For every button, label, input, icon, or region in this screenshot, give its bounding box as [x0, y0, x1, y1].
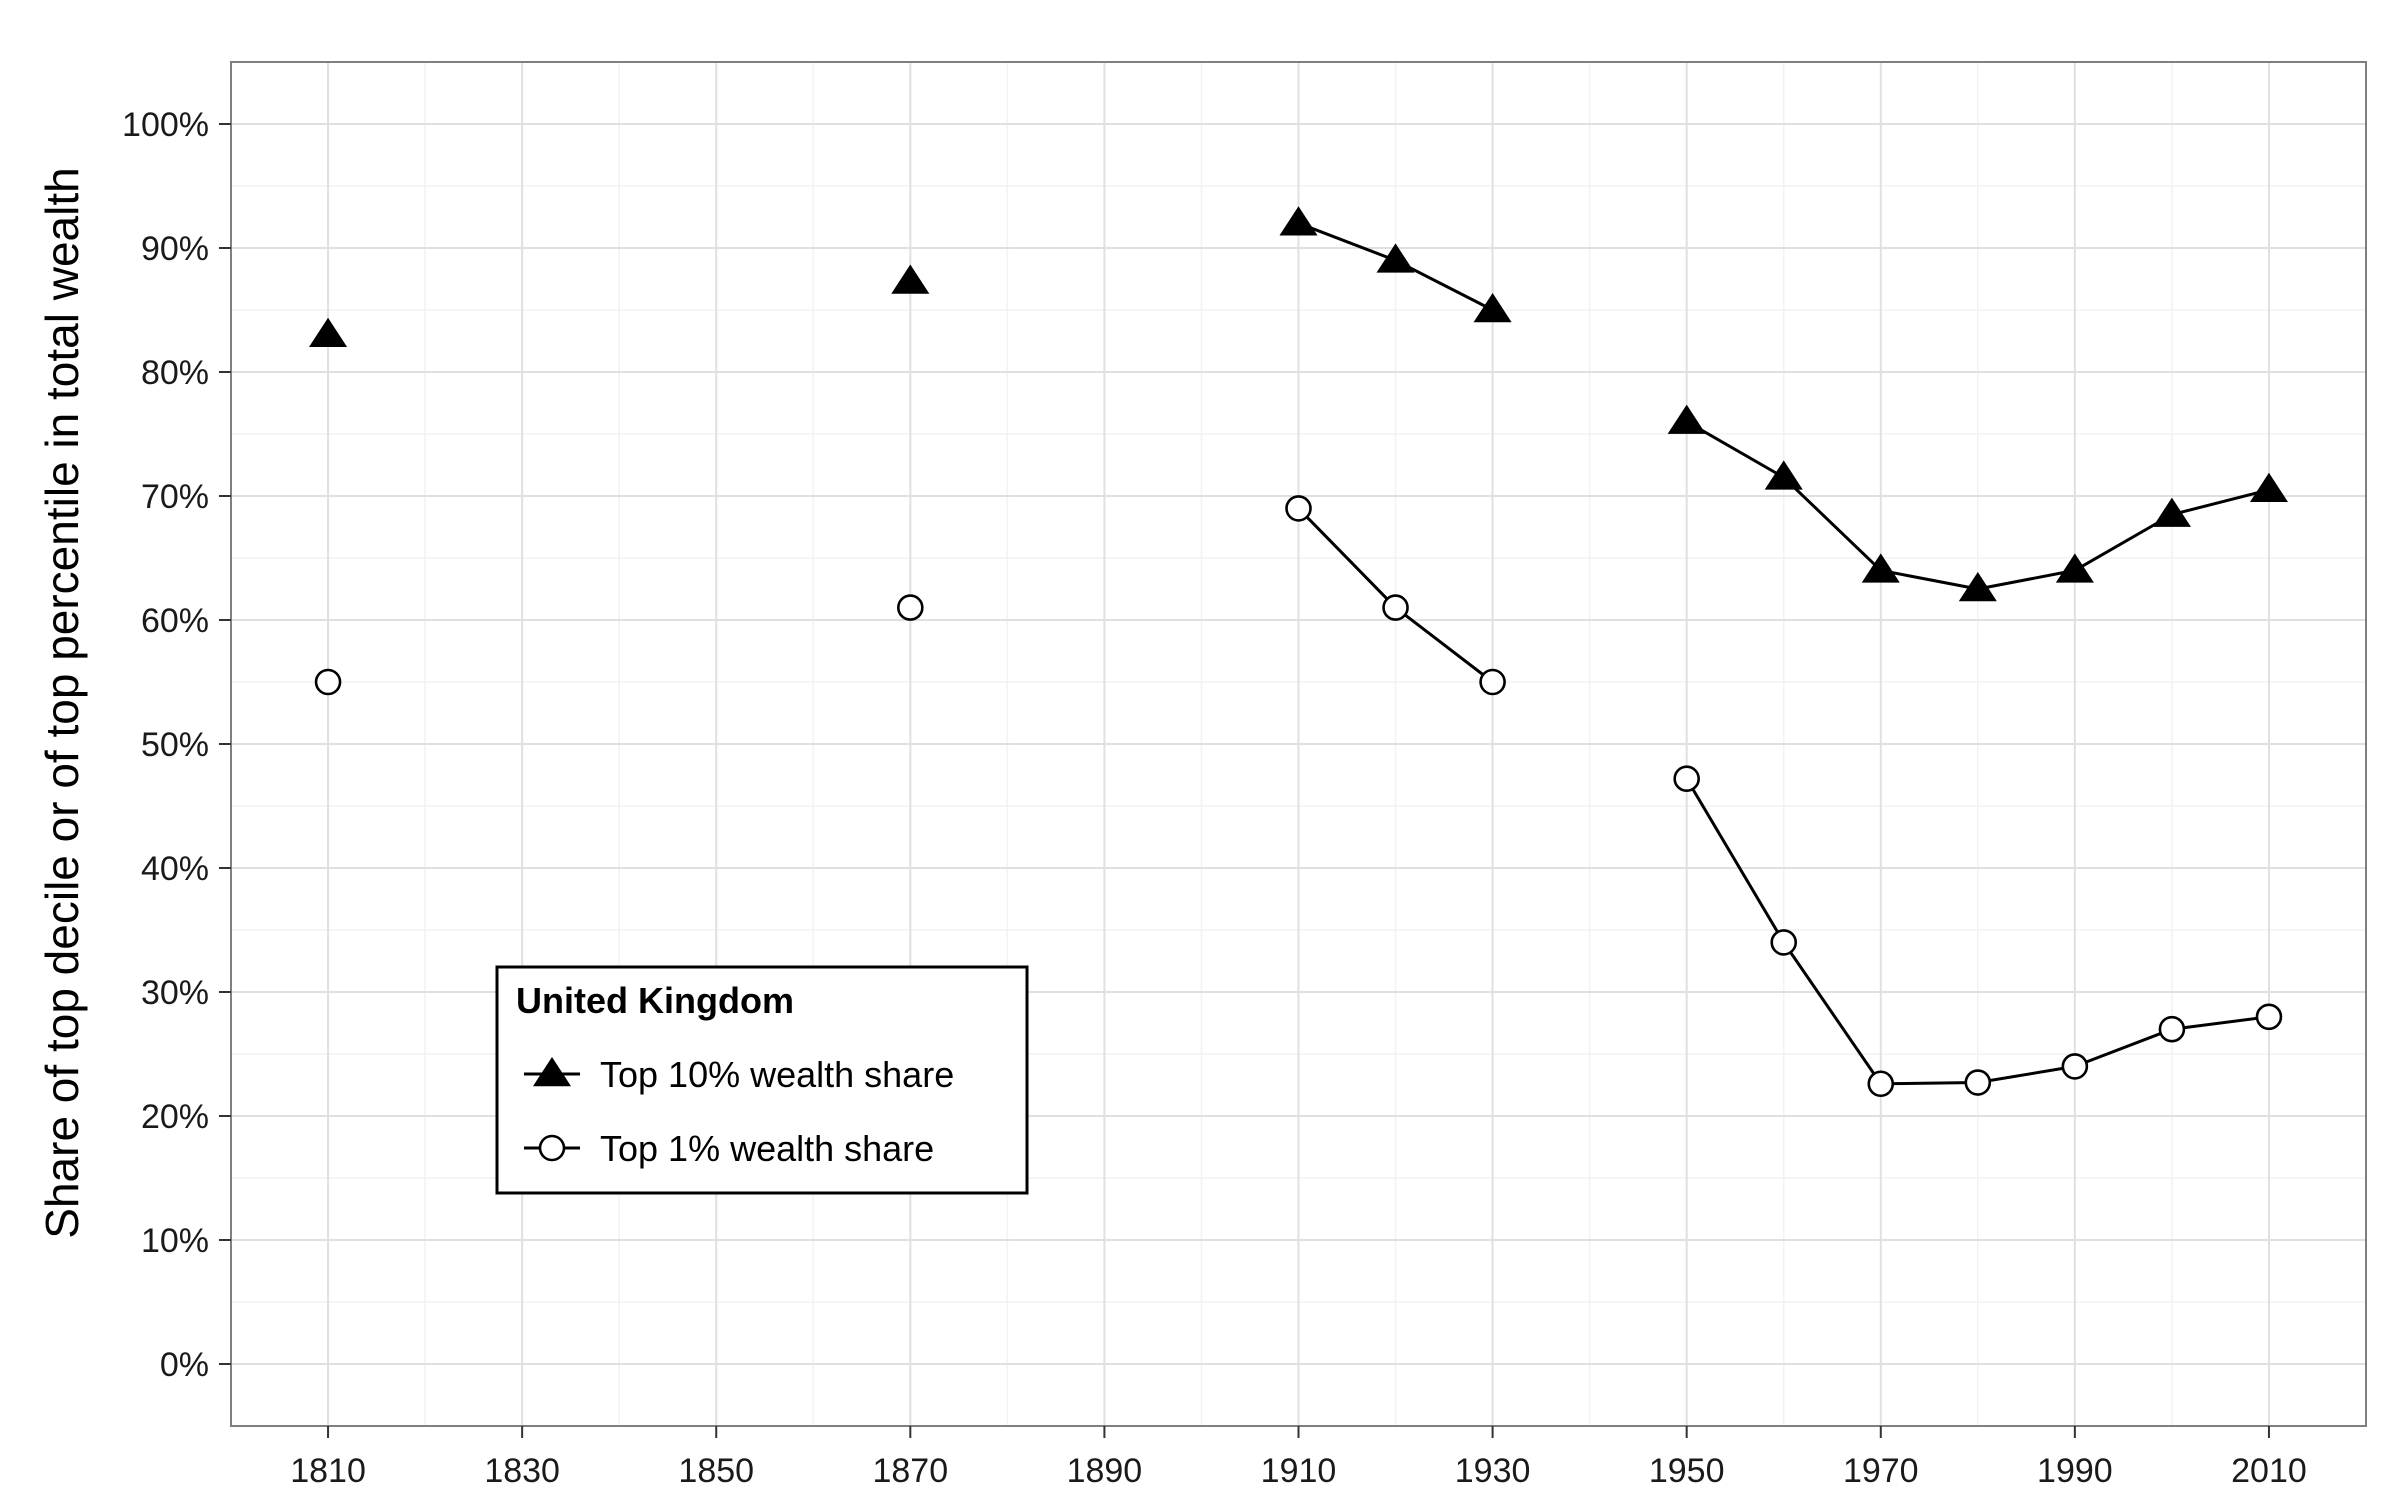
y-tick-label: 20% [141, 1098, 209, 1136]
series-top-1-percent [314, 495, 2283, 1098]
y-tick-label: 100% [122, 106, 209, 144]
series-layer [309, 206, 2288, 1098]
x-tick-label: 1950 [1649, 1452, 1725, 1490]
circle-data-point [2061, 1053, 2089, 1080]
y-tick-label: 70% [141, 478, 209, 516]
circle-data-point [1770, 929, 1798, 956]
x-tick-label: 1810 [290, 1452, 366, 1490]
y-axis-title: Share of top decile or of top percentile… [36, 167, 88, 1238]
circle-data-point [897, 594, 924, 621]
triangle-data-point [2152, 497, 2191, 527]
triangle-data-point [1667, 404, 1706, 434]
major-gridlines [231, 62, 2366, 1426]
legend-entry: Top 1% wealth share [524, 1128, 934, 1169]
series-top-10-percent [309, 206, 2288, 602]
y-tick-label: 80% [141, 354, 209, 392]
y-tick-label: 30% [141, 974, 209, 1012]
x-tick-label: 1990 [2037, 1452, 2113, 1490]
circle-data-point [1867, 1070, 1895, 1098]
triangle-data-point [1473, 293, 1512, 323]
triangle-data-point [891, 264, 930, 294]
triangle-data-point [1279, 206, 1318, 236]
circle-data-point [314, 668, 342, 696]
circle-data-point [1964, 1069, 1992, 1096]
x-tick-label: 2010 [2231, 1452, 2307, 1490]
y-tick-label: 60% [141, 602, 209, 640]
x-tick-label: 1910 [1261, 1452, 1337, 1490]
legend-circle-icon [538, 1134, 566, 1162]
circle-data-point [1382, 594, 1409, 621]
legend-entries: Top 10% wealth share Top 1% wealth share [524, 1054, 954, 1169]
x-tick-label: 1970 [1843, 1452, 1919, 1490]
circle-data-point [1285, 495, 1312, 522]
legend-box [495, 965, 1029, 1195]
triangle-data-point [1376, 243, 1415, 273]
x-tick-label: 1890 [1067, 1452, 1143, 1490]
y-tick-label: 90% [141, 230, 209, 268]
x-tick-label: 1830 [484, 1452, 560, 1490]
x-tick-label: 1870 [872, 1452, 948, 1490]
circle-data-point [1673, 765, 1700, 793]
legend-label: Top 1% wealth share [600, 1128, 934, 1169]
legend-title: United Kingdom [516, 980, 794, 1021]
circle-data-point [2158, 1015, 2186, 1043]
y-tick-label: 40% [141, 850, 209, 888]
triangle-data-point [1764, 460, 1803, 490]
x-axis: 1810 1830 1850 1870 1890 1910 1930 1950 1970 1990… [290, 1426, 2307, 1490]
circle-data-point [1479, 668, 1506, 696]
legend-label: Top 10% wealth share [600, 1054, 954, 1095]
y-axis: 0% 10% 20% 30% 40% 50% 60% 70% 80% 90% 100% [122, 106, 231, 1384]
y-tick-label: 0% [160, 1346, 209, 1384]
circle-data-point [2255, 1003, 2283, 1031]
triangle-data-point [309, 317, 348, 348]
triangle-data-point [2249, 472, 2288, 503]
y-tick-label: 50% [141, 726, 209, 764]
x-tick-label: 1850 [678, 1452, 754, 1490]
x-tick-label: 1930 [1455, 1452, 1531, 1490]
y-tick-label: 10% [141, 1222, 209, 1260]
triangle-data-point [1958, 572, 1997, 602]
legend-entry: Top 10% wealth share [524, 1054, 954, 1095]
legend-triangle-icon [532, 1057, 572, 1087]
triangle-data-point [2055, 553, 2094, 583]
triangle-data-point [1861, 553, 1900, 583]
